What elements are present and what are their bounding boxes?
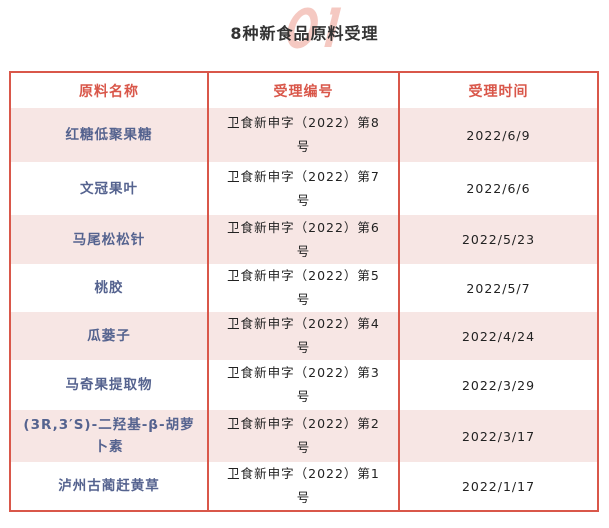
code-cell: 卫食新申字（2022）第1号: [207, 462, 399, 511]
table-row: 桃胶 卫食新申字（2022）第5号 2022/5/7: [9, 264, 598, 312]
table-row: 红糖低聚果糖 卫食新申字（2022）第8号 2022/6/9: [9, 108, 598, 162]
section-number-watermark: [287, 7, 342, 49]
code-cell: 卫食新申字（2022）第6号: [207, 215, 399, 264]
code-cell: 卫食新申字（2022）第3号: [207, 360, 399, 410]
name-cell: 红糖低聚果糖: [9, 108, 208, 162]
date-cell: 2022/6/6: [398, 162, 598, 215]
name-cell: 马尾松松针: [9, 215, 208, 264]
table-row: (3R,3′S)-二羟基-β-胡萝卜素 卫食新申字（2022）第2号 2022/3/…: [9, 410, 598, 462]
code-cell: 卫食新申字（2022）第7号: [207, 162, 399, 215]
date-cell: 2022/5/23: [398, 215, 598, 264]
code-cell: 卫食新申字（2022）第4号: [207, 312, 399, 360]
name-cell: 泸州古蔺赶黄草: [9, 462, 208, 511]
name-cell: (3R,3′S)-二羟基-β-胡萝卜素: [9, 410, 208, 462]
table-row: 瓜蒌子 卫食新申字（2022）第4号 2022/4/24: [9, 312, 598, 360]
code-cell: 卫食新申字（2022）第2号: [207, 410, 399, 462]
date-cell: 2022/3/17: [398, 410, 598, 462]
column-header-name: 原料名称: [9, 72, 208, 108]
code-cell: 卫食新申字（2022）第8号: [207, 108, 399, 162]
name-cell: 文冠果叶: [9, 162, 208, 215]
table-row: 马尾松松针 卫食新申字（2022）第6号 2022/5/23: [9, 215, 598, 264]
table-header-row: 原料名称 受理编号 受理时间: [9, 72, 598, 108]
name-cell: 马奇果提取物: [9, 360, 208, 410]
name-cell: 瓜蒌子: [9, 312, 208, 360]
table-row: 泸州古蔺赶黄草 卫食新申字（2022）第1号 2022/1/17: [9, 462, 598, 511]
column-header-code: 受理编号: [207, 72, 399, 108]
date-cell: 2022/6/9: [398, 108, 598, 162]
page-title: 8种新食品原料受理: [230, 24, 379, 43]
column-header-date: 受理时间: [398, 72, 598, 108]
table-row: 文冠果叶 卫食新申字（2022）第7号 2022/6/6: [9, 162, 598, 215]
date-cell: 2022/1/17: [398, 462, 598, 511]
date-cell: 2022/3/29: [398, 360, 598, 410]
table-row: 马奇果提取物 卫食新申字（2022）第3号 2022/3/29: [9, 360, 598, 410]
name-cell: 桃胶: [9, 264, 208, 312]
code-cell: 卫食新申字（2022）第5号: [207, 264, 399, 312]
date-cell: 2022/5/7: [398, 264, 598, 312]
section-header: 8种新食品原料受理: [0, 0, 609, 60]
acceptance-table: 原料名称 受理编号 受理时间 红糖低聚果糖 卫食新申字（2022）第8号 2022/…: [9, 71, 599, 512]
date-cell: 2022/4/24: [398, 312, 598, 360]
